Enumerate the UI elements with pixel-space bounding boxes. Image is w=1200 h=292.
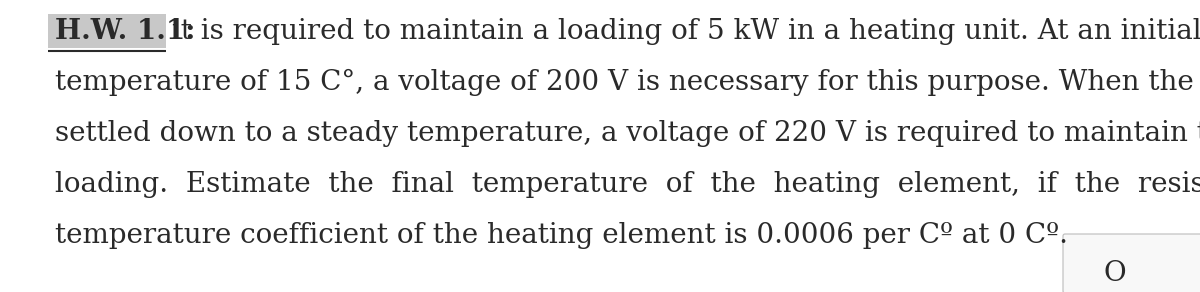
Text: loading.  Estimate  the  final  temperature  of  the  heating  element,  if  the: loading. Estimate the final temperature … (55, 171, 1200, 198)
FancyBboxPatch shape (48, 14, 166, 48)
Text: settled down to a steady temperature, a voltage of 220 V is required to maintain: settled down to a steady temperature, a … (55, 120, 1200, 147)
Text: it is required to maintain a loading of 5 kW in a heating unit. At an initial: it is required to maintain a loading of … (163, 18, 1200, 45)
FancyBboxPatch shape (1063, 234, 1200, 292)
Text: H.W. 1.1:: H.W. 1.1: (55, 18, 196, 45)
Text: O: O (1104, 260, 1127, 287)
Text: temperature of 15 C°, a voltage of 200 V is necessary for this purpose. When the: temperature of 15 C°, a voltage of 200 V… (55, 69, 1200, 96)
Text: temperature coefficient of the heating element is 0.0006 per Cº at 0 Cº.: temperature coefficient of the heating e… (55, 222, 1068, 249)
